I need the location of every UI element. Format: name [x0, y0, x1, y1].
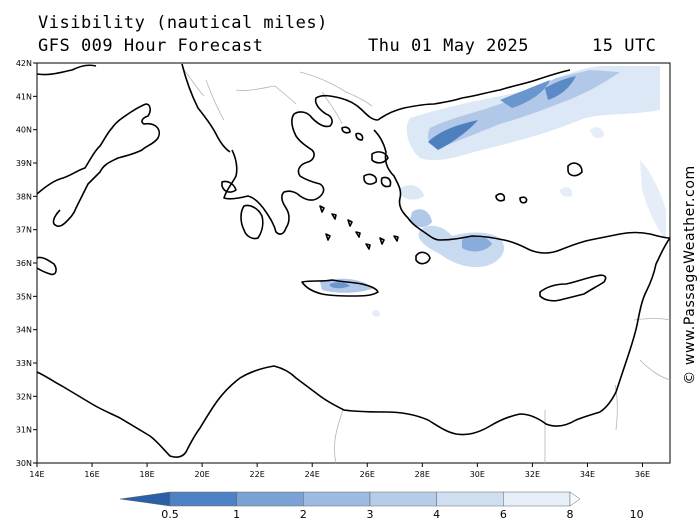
lat-tick-label: 36N	[16, 259, 32, 268]
lat-tick-label: 34N	[16, 326, 32, 335]
colorbar-max-arrow	[569, 491, 581, 507]
lat-tick-label: 40N	[16, 126, 32, 135]
lon-tick-label: 30E	[470, 470, 485, 479]
forecast-date: Thu 01 May 2025	[368, 36, 530, 56]
colorbar-label: 10	[630, 508, 644, 521]
lon-tick-label: 34E	[580, 470, 595, 479]
lon-tick-label: 22E	[250, 470, 265, 479]
lat-tick-label: 30N	[16, 459, 32, 468]
map-frame	[36, 62, 671, 464]
visibility-shading	[320, 66, 666, 317]
colorbar-segment	[436, 491, 504, 507]
colorbar-segment	[503, 491, 571, 507]
credit-text: © www.PassageWeather.com	[682, 165, 698, 385]
visibility-colorbar: 0.5 1 2 3 4 6 8 10	[119, 491, 644, 521]
lon-tick-label: 16E	[84, 470, 99, 479]
lat-tick-label: 41N	[16, 92, 32, 101]
colorbar-label: 3	[367, 508, 374, 521]
lat-tick-label: 39N	[16, 159, 32, 168]
lon-tick-label: 20E	[195, 470, 210, 479]
lon-tick-label: 26E	[360, 470, 375, 479]
lon-tick-label: 18E	[139, 470, 154, 479]
lon-tick-label: 28E	[415, 470, 430, 479]
lon-tick-label: 24E	[305, 470, 320, 479]
latitude-axis: 42N 41N 40N 39N 38N 37N 36N 35N 34N 33N 32N 31N 30N	[16, 59, 37, 468]
lon-tick-label: 32E	[525, 470, 540, 479]
forecast-subtitle: GFS 009 Hour Forecast	[38, 36, 264, 56]
lon-tick-label: 14E	[29, 470, 44, 479]
lat-tick-label: 31N	[16, 426, 32, 435]
lat-tick-label: 38N	[16, 192, 32, 201]
colorbar-label: 8	[567, 508, 574, 521]
lat-tick-label: 37N	[16, 226, 32, 235]
colorbar-segment	[236, 491, 304, 507]
colorbar-segment	[369, 491, 437, 507]
longitude-axis: 14E 16E 18E 20E 22E 24E 26E 28E 30E 32E 34E 36E	[29, 463, 650, 479]
credit-watermark: © www.PassageWeather.com	[680, 150, 700, 400]
colorbar-label: 1	[233, 508, 240, 521]
colorbar-segment	[303, 491, 371, 507]
lat-tick-label: 35N	[16, 292, 32, 301]
lat-tick-label: 32N	[16, 392, 32, 401]
colorbar-segment	[169, 491, 237, 507]
lat-tick-label: 33N	[16, 359, 32, 368]
colorbar-label: 2	[300, 508, 307, 521]
lat-tick-label: 42N	[16, 59, 32, 68]
colorbar-label: 6	[500, 508, 507, 521]
map-title: Visibility (nautical miles)	[38, 13, 328, 33]
colorbar-min-arrow	[119, 491, 171, 507]
lon-tick-label: 36E	[635, 470, 650, 479]
colorbar-label: 0.5	[161, 508, 179, 521]
forecast-time: 15 UTC	[592, 36, 657, 56]
coastlines	[36, 63, 671, 458]
colorbar-label: 4	[433, 508, 440, 521]
